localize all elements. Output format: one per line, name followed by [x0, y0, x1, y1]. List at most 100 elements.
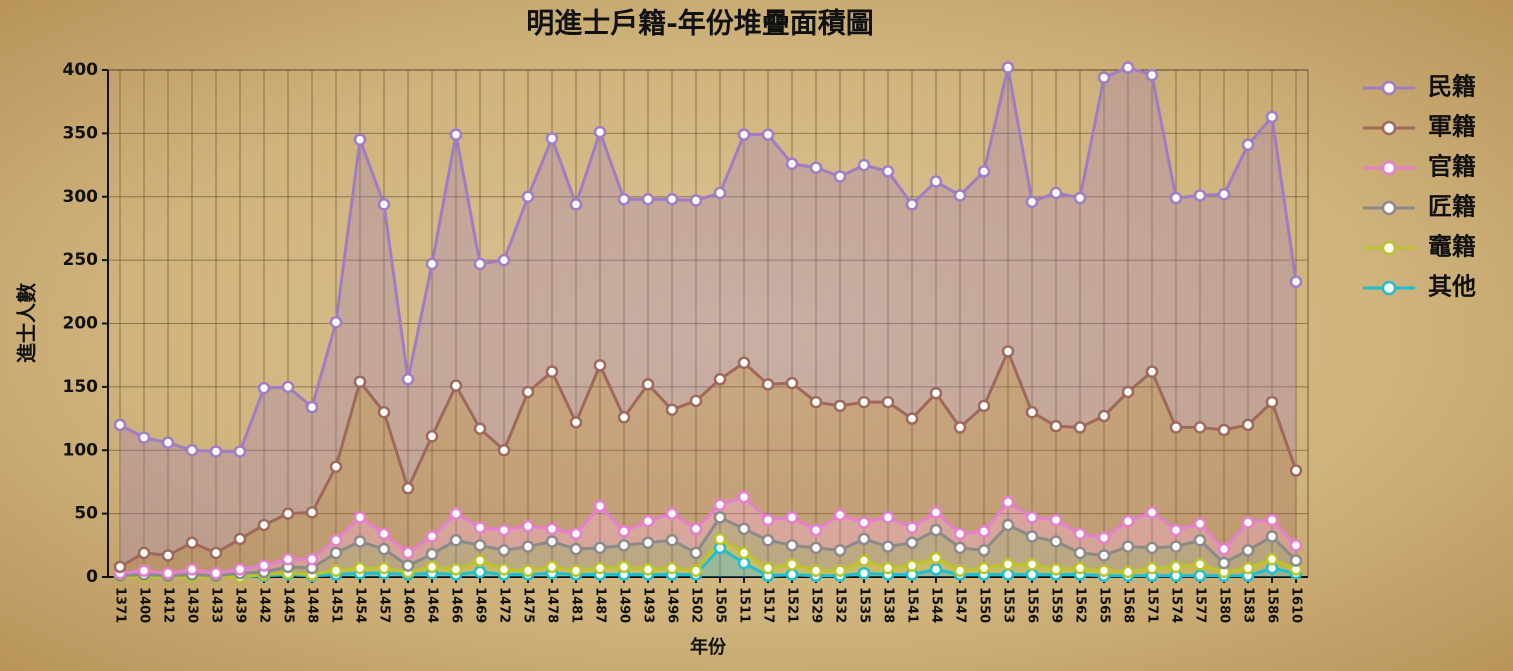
point: [1241, 544, 1255, 557]
x-tick-label: 1562: [1073, 587, 1088, 623]
x-tick-label: 1400: [137, 587, 152, 623]
area: [120, 497, 1296, 576]
point: [1145, 561, 1159, 575]
point: [1193, 558, 1207, 571]
x-tick-label: 1610: [1289, 587, 1304, 623]
point: [1193, 517, 1207, 531]
point: [425, 547, 439, 561]
point: [1049, 419, 1063, 433]
point: [449, 507, 463, 520]
legend-label: 官籍: [1428, 152, 1476, 181]
point: [737, 556, 751, 570]
point: [329, 460, 343, 473]
point: [545, 522, 559, 536]
point: [449, 128, 463, 141]
point: [641, 563, 655, 576]
legend-label: 其他: [1428, 272, 1476, 301]
point: [377, 527, 391, 541]
legend-marker: [1381, 200, 1397, 216]
area: [120, 67, 1296, 567]
point: [449, 533, 463, 547]
point: [929, 523, 943, 537]
point: [1193, 569, 1207, 582]
point: [1001, 61, 1015, 74]
point: [665, 533, 679, 547]
x-tick-label: 1478: [545, 587, 560, 623]
y-tick-label: 50: [74, 504, 98, 524]
point: [521, 564, 535, 577]
point: [737, 128, 751, 141]
point: [737, 546, 751, 560]
point: [329, 315, 343, 329]
x-tick-label: 1505: [713, 587, 728, 623]
point: [617, 525, 631, 538]
point: [353, 511, 367, 524]
x-tick-label: 1568: [1121, 587, 1136, 623]
point: [425, 530, 439, 543]
point: [929, 563, 943, 576]
point: [1217, 423, 1231, 437]
point: [521, 540, 535, 553]
areas: [120, 67, 1296, 577]
point: [713, 186, 727, 200]
point: [641, 536, 655, 550]
point: [185, 536, 199, 550]
point: [1073, 527, 1087, 541]
point: [761, 561, 775, 575]
point: [857, 532, 871, 546]
x-tick-label: 1475: [521, 587, 536, 623]
point: [1025, 511, 1039, 524]
point: [209, 445, 223, 458]
point: [1049, 513, 1063, 527]
point: [665, 561, 679, 575]
x-tick-label: 1565: [1097, 587, 1112, 623]
point: [569, 416, 583, 429]
x-axis-title: 年份: [690, 636, 727, 658]
point: [809, 161, 823, 174]
point: [593, 561, 607, 575]
point: [1097, 71, 1111, 84]
y-tick-label: 400: [63, 60, 99, 80]
point: [161, 436, 175, 449]
x-tick-label: 1451: [329, 587, 344, 623]
point: [785, 568, 799, 581]
x-tick-label: 1445: [281, 587, 296, 623]
point: [1121, 565, 1135, 579]
point: [833, 508, 847, 522]
point: [449, 563, 463, 576]
point: [1097, 409, 1111, 423]
point: [809, 523, 823, 537]
point: [1217, 187, 1231, 201]
x-tick-label: 1464: [425, 587, 440, 623]
point: [785, 539, 799, 552]
point: [1169, 523, 1183, 537]
point: [1169, 191, 1183, 205]
point: [1289, 539, 1303, 552]
x-tick-label: 1529: [809, 587, 824, 623]
point: [233, 532, 247, 546]
x-tick-label: 1433: [209, 587, 224, 623]
point: [257, 559, 271, 572]
point: [1145, 541, 1159, 555]
x-tick-label: 1550: [977, 587, 992, 623]
point: [809, 541, 823, 555]
point: [1265, 110, 1279, 124]
point: [305, 506, 319, 519]
legend-marker: [1381, 160, 1397, 176]
point: [1121, 385, 1135, 399]
point: [1169, 540, 1183, 553]
x-tick-label: 1472: [497, 587, 512, 623]
chart-title: 明進士戶籍-年份堆疊面積圖: [526, 7, 874, 40]
point: [1025, 530, 1039, 543]
point: [1217, 542, 1231, 556]
point: [521, 190, 535, 203]
point: [1121, 540, 1135, 553]
point: [713, 498, 727, 512]
point: [953, 189, 967, 202]
point: [641, 514, 655, 528]
x-tick-label: 1454: [353, 587, 368, 623]
point: [593, 541, 607, 555]
point: [1241, 516, 1255, 529]
point: [1265, 530, 1279, 543]
